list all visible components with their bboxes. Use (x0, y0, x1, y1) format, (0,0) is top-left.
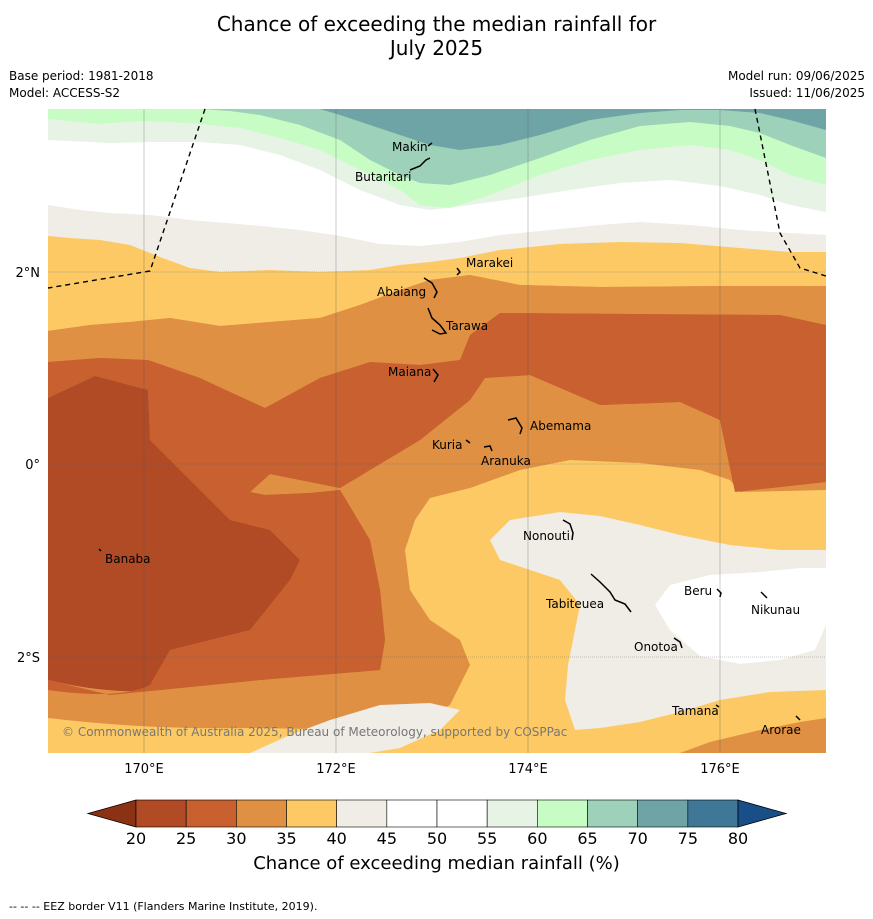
label-kuria: Kuria (432, 438, 463, 452)
band-30-35-southeast (680, 718, 826, 753)
island-arorae (795, 715, 801, 721)
label-marakei: Marakei (466, 256, 513, 270)
model-run: Model run: 09/06/2025 (727, 69, 865, 83)
colorbar-segment (336, 799, 388, 828)
colorbar-tick-label: 25 (176, 829, 196, 848)
label-abaiang: Abaiang (377, 285, 426, 299)
colorbar-segment (135, 799, 187, 828)
colorbar-segment (236, 799, 287, 828)
colorbar-segment (687, 799, 739, 828)
meta-left: Base period: 1981-2018 Model: ACCESS-S2 (9, 68, 154, 102)
lon-label-172e: 172°E (316, 762, 356, 777)
label-arorae: Arorae (761, 723, 801, 737)
label-maiana: Maiana (388, 365, 431, 379)
title-line-2: July 2025 (389, 36, 484, 60)
label-abemama: Abemama (530, 419, 591, 433)
colorbar-tick-label: 35 (276, 829, 296, 848)
island-tabiteuea (590, 573, 632, 613)
island-beru (716, 588, 722, 598)
label-aranuka: Aranuka (481, 454, 531, 468)
island-tamana (715, 704, 720, 708)
place-labels: Makin Butaritari Marakei Abaiang Tarawa … (105, 140, 801, 737)
label-onotoa: Onotoa (634, 640, 678, 654)
island-onotoa (673, 637, 683, 649)
lon-label-174e: 174°E (508, 762, 548, 777)
eez-border (47, 108, 827, 289)
island-abaiang (423, 277, 438, 299)
colorbar-tick-label: 45 (377, 829, 397, 848)
colorbar-segment (486, 799, 538, 828)
meta-right: Model run: 09/06/2025 Issued: 11/06/2025 (728, 68, 865, 102)
band-65-70 (200, 109, 826, 185)
label-nikunau: Nikunau (751, 603, 800, 617)
latitude-axis: 2°N 0° 2°S (16, 266, 41, 666)
label-makin: Makin (392, 140, 428, 154)
colorbar-segment (185, 799, 237, 828)
label-tabiteuea: Tabiteuea (545, 597, 604, 611)
island-banaba (98, 548, 102, 552)
colorbar-segment (537, 799, 588, 828)
island-makin (427, 142, 433, 147)
latitude-lines (48, 271, 826, 658)
label-banaba: Banaba (105, 552, 151, 566)
title-line-1: Chance of exceeding the median rainfall … (216, 12, 657, 36)
island-nonouti (562, 519, 574, 541)
label-beru: Beru (684, 584, 712, 598)
colorbar-title: Chance of exceeding median rainfall (%) (253, 853, 620, 874)
colorbar-tick-label: 30 (226, 829, 246, 848)
colorbar-low-extension (86, 799, 137, 828)
copyright-notice: © Commonwealth of Australia 2025, Bureau… (62, 725, 567, 739)
band-45-50-south (655, 568, 826, 664)
island-butaritari (409, 157, 431, 171)
colorbar-tick-label: 70 (627, 829, 647, 848)
colorbar-tick-label: 60 (527, 829, 547, 848)
colorbar-segment (436, 799, 488, 828)
label-nonouti: Nonouti (523, 529, 570, 543)
island-abemama (507, 417, 523, 435)
issued-date: Issued: 11/06/2025 (749, 86, 865, 100)
graticule (143, 109, 721, 753)
colorbar-tick-label: 55 (477, 829, 497, 848)
map-title: Chance of exceeding the median rainfall … (0, 12, 873, 60)
island-nikunau (760, 591, 768, 599)
lat-label-0: 0° (25, 458, 40, 473)
colorbar-tick-label: 20 (126, 829, 146, 848)
colorbar-tick-label: 40 (326, 829, 346, 848)
band-40-45-southwest (250, 703, 460, 753)
island-aranuka (483, 445, 493, 452)
island-maiana (432, 368, 439, 383)
base-period: Base period: 1981-2018 (9, 69, 154, 83)
model-name: Model: ACCESS-S2 (9, 86, 121, 100)
label-butaritari: Butaritari (355, 170, 412, 184)
label-tamana: Tamana (671, 704, 719, 718)
lon-label-176e: 176°E (700, 762, 740, 777)
colorbar-segment (286, 799, 337, 828)
colorbar-segment (587, 799, 638, 828)
colorbar-tick-label: 50 (427, 829, 447, 848)
island-tarawa (427, 307, 448, 335)
lat-label-2n: 2°N (16, 266, 41, 281)
colorbar-tick-label: 80 (728, 829, 748, 848)
island-kuria (465, 439, 471, 444)
label-tarawa: Tarawa (445, 319, 488, 333)
longitude-axis: 170°E 172°E 174°E 176°E (124, 762, 740, 777)
lat-label-2s: 2°S (17, 651, 40, 666)
eez-footnote: -- -- -- EEZ border V11 (Flanders Marine… (9, 900, 318, 913)
colorbar-tick-label: 65 (577, 829, 597, 848)
lon-label-170e: 170°E (124, 762, 164, 777)
band-30-35-right (48, 275, 826, 408)
rainfall-contours (48, 109, 826, 753)
colorbar-segment (637, 799, 689, 828)
colorbar-segment (386, 799, 438, 828)
colorbar-high-extension (737, 799, 788, 828)
band-40-45-south (490, 512, 826, 730)
band-70-75 (320, 109, 826, 150)
colorbar-tick-label: 75 (678, 829, 698, 848)
islands (98, 142, 801, 721)
colorbar: 20 25 30 35 40 45 50 55 60 65 70 75 80 (86, 799, 788, 848)
band-25-30-right (48, 313, 826, 695)
island-marakei (456, 267, 461, 276)
